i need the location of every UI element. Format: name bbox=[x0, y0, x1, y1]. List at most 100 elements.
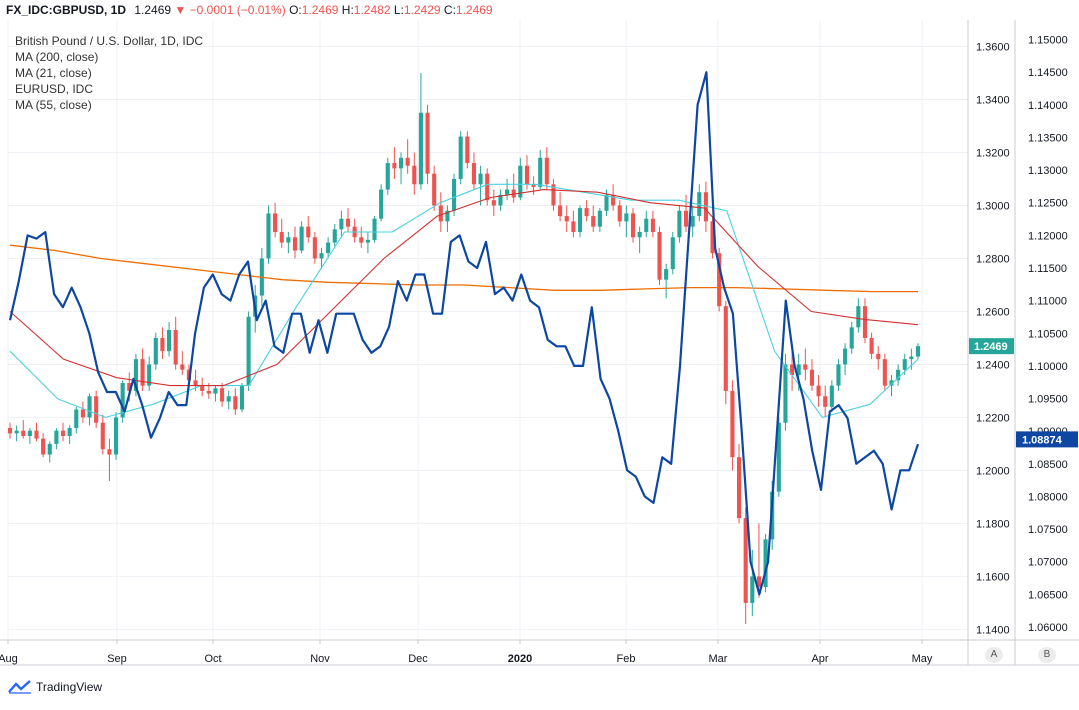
x-tick-label: Sep bbox=[107, 653, 127, 665]
candle-body bbox=[796, 364, 801, 376]
candle-body bbox=[485, 173, 490, 201]
legend-ma200[interactable]: MA (200, close) bbox=[15, 50, 99, 64]
candle-body bbox=[743, 518, 748, 603]
candle-body bbox=[736, 457, 742, 519]
down-arrow-icon: ▼ bbox=[174, 3, 187, 17]
scale-b-button[interactable]: B bbox=[1038, 647, 1056, 663]
y-left-tick-label: 1.3000 bbox=[976, 200, 1010, 212]
candle-body bbox=[412, 165, 417, 185]
y-right-tick-label: 1.15000 bbox=[1028, 35, 1068, 47]
candle-body bbox=[717, 253, 722, 307]
candle-body bbox=[836, 364, 841, 386]
candle-body bbox=[458, 136, 463, 179]
y-right-tick-label: 1.14500 bbox=[1028, 67, 1068, 79]
x-tick-label: Nov bbox=[310, 653, 330, 665]
candle-body bbox=[233, 396, 238, 410]
candle-body bbox=[551, 184, 556, 206]
candle-body bbox=[650, 218, 655, 232]
ma200-line bbox=[9, 244, 918, 293]
candle-body bbox=[478, 173, 483, 185]
legend-ma55[interactable]: MA (55, close) bbox=[15, 98, 92, 112]
candle-body bbox=[531, 184, 536, 187]
candle-body bbox=[849, 327, 854, 349]
y-right-tick-label: 1.06500 bbox=[1028, 589, 1068, 601]
candle-body bbox=[339, 218, 344, 230]
candle-body bbox=[87, 396, 92, 418]
y-right-tick-label: 1.10500 bbox=[1028, 328, 1068, 340]
candle-body bbox=[604, 194, 609, 211]
x-tick-label: Mar bbox=[709, 653, 728, 665]
candle-body bbox=[160, 337, 165, 352]
candle-body bbox=[564, 216, 569, 222]
candle-body bbox=[756, 576, 761, 588]
y-right-tick-label: 1.07000 bbox=[1028, 557, 1068, 569]
candle-body bbox=[405, 157, 410, 166]
candle-body bbox=[617, 205, 622, 222]
price-change: −0.0001 (−0.01%) bbox=[189, 3, 286, 17]
legend-title[interactable]: British Pound / U.S. Dollar, 1D, IDC bbox=[15, 34, 204, 48]
candle-body bbox=[200, 385, 205, 391]
candle-body bbox=[432, 173, 437, 206]
grid-lines bbox=[7, 20, 968, 640]
candle-body bbox=[279, 231, 284, 243]
y-right-tick-label: 1.11500 bbox=[1028, 263, 1067, 275]
open-label: O: bbox=[289, 3, 302, 17]
x-tick-label: Dec bbox=[408, 653, 428, 665]
candle-body bbox=[710, 221, 715, 254]
axis-tick-labels: 1.3600 1.3400 1.3200 1.3000 1.2800 1.2600 1.24… bbox=[0, 35, 1068, 665]
legend-eurusd[interactable]: EURUSD, IDC bbox=[15, 82, 94, 96]
candle-body bbox=[584, 208, 589, 217]
candle-body bbox=[140, 359, 145, 386]
candle-body bbox=[803, 364, 808, 370]
candle-body bbox=[60, 430, 66, 436]
x-tick-label: Feb bbox=[617, 653, 636, 665]
chart-axes bbox=[0, 20, 1079, 666]
low-label: L: bbox=[393, 3, 404, 17]
candle-body bbox=[723, 306, 728, 391]
candle-body bbox=[915, 346, 921, 357]
y-right-tick-label: 1.06000 bbox=[1028, 622, 1068, 634]
open-value: 1.2469 bbox=[301, 3, 339, 17]
y-left-tick-label: 1.2200 bbox=[976, 412, 1010, 424]
candle-body bbox=[465, 136, 470, 164]
candle-body bbox=[80, 409, 85, 418]
candle-body bbox=[226, 396, 231, 402]
y-right-tick-label: 1.12000 bbox=[1028, 230, 1068, 242]
candle-body bbox=[591, 216, 596, 227]
y-left-tick-label: 1.1400 bbox=[976, 624, 1010, 636]
y-left-tick-label: 1.2600 bbox=[976, 306, 1010, 318]
candle-body bbox=[213, 388, 218, 394]
ma55-line bbox=[9, 189, 919, 387]
candle-body bbox=[577, 208, 583, 232]
y-right-tick-label: 1.11000 bbox=[1028, 296, 1067, 308]
candle-body bbox=[862, 306, 868, 338]
auto-scale-button[interactable]: A bbox=[985, 647, 1003, 663]
candle-body bbox=[133, 359, 138, 391]
candle-body bbox=[571, 221, 576, 232]
candle-body bbox=[783, 364, 788, 423]
candle-body bbox=[365, 239, 370, 243]
candle-body bbox=[21, 430, 26, 436]
candle-body bbox=[147, 364, 152, 386]
candle-body bbox=[471, 163, 476, 185]
candle-body bbox=[823, 396, 828, 407]
candle-body bbox=[730, 390, 735, 458]
candle-body bbox=[27, 430, 32, 436]
y-right-tick-label: 1.13500 bbox=[1028, 132, 1068, 144]
candle-body bbox=[266, 213, 271, 259]
tradingview-logo[interactable]: TradingView bbox=[8, 680, 102, 694]
eurusd-price-tag bbox=[1016, 431, 1078, 448]
candle-body bbox=[902, 359, 907, 370]
legend-ma21[interactable]: MA (21, close) bbox=[15, 66, 92, 80]
candle-body bbox=[597, 210, 602, 227]
candle-body bbox=[385, 163, 390, 190]
candle-body bbox=[392, 163, 397, 169]
x-tick-label: 2020 bbox=[508, 653, 532, 665]
close-label: C: bbox=[443, 3, 456, 17]
candle-body bbox=[829, 385, 834, 407]
candle-body bbox=[438, 205, 443, 222]
candle-body bbox=[843, 348, 848, 365]
candle-body bbox=[524, 165, 530, 185]
candle-body bbox=[120, 382, 125, 418]
